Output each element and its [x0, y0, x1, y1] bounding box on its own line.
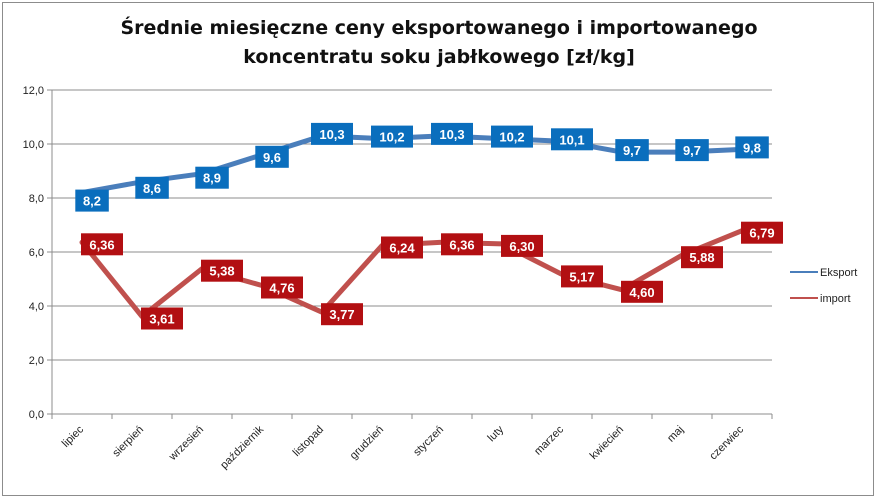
x-tick-label: grudzień [348, 424, 386, 462]
import-data-label: 6,30 [509, 239, 534, 254]
export-data-label-box [675, 139, 709, 162]
export-data-label-box [311, 122, 353, 145]
chart-title: Średnie miesięczne ceny eksportowanego i… [0, 14, 878, 72]
x-tick-label: sierpień [110, 424, 146, 460]
export-data-label: 8,2 [83, 194, 101, 209]
y-tick-label: 6,0 [29, 247, 44, 259]
y-tick-label: 8,0 [29, 193, 44, 205]
x-tick-label: październik [218, 423, 266, 471]
export-data-label: 10,2 [499, 130, 524, 145]
import-data-label: 6,79 [749, 226, 774, 241]
import-data-label: 4,60 [629, 285, 654, 300]
import-data-label-box [201, 259, 243, 282]
x-tick-label: lipiec [60, 423, 87, 450]
export-data-label-box [371, 125, 413, 148]
export-data-label: 8,6 [143, 181, 161, 196]
export-data-label-box [195, 166, 229, 189]
export-data-label: 10,3 [439, 127, 464, 142]
import-data-label-box [501, 234, 543, 257]
export-data-label: 9,8 [743, 140, 761, 155]
export-data-label-box [255, 145, 289, 168]
x-tick-label: czerwiec [707, 423, 746, 462]
chart-title-line1: Średnie miesięczne ceny eksportowanego i… [120, 17, 758, 39]
import-data-label: 5,88 [689, 250, 714, 265]
import-data-label: 6,36 [449, 237, 474, 252]
import-data-label: 6,24 [389, 241, 415, 256]
export-data-label: 9,7 [683, 143, 701, 158]
legend-import-label: import [820, 293, 851, 305]
export-data-label: 9,7 [623, 143, 641, 158]
x-tick-label: maj [665, 424, 686, 445]
import-data-label-box [261, 276, 303, 299]
export-data-label-box [735, 136, 769, 159]
x-tick-label: wrzesień [166, 424, 206, 464]
x-tick-label: marzec [532, 423, 566, 457]
import-data-label-box [81, 233, 123, 256]
import-data-label-box [561, 265, 603, 288]
export-data-label-box [615, 139, 649, 162]
export-data-label: 9,6 [263, 150, 281, 165]
import-data-label: 5,38 [209, 264, 234, 279]
import-data-label: 5,17 [569, 269, 594, 284]
import-data-label-box [621, 280, 663, 303]
import-data-label: 4,76 [269, 281, 294, 296]
export-data-label-box [551, 128, 593, 151]
export-data-label-box [75, 189, 109, 212]
x-tick-label: styczeń [411, 424, 446, 459]
export-data-label: 10,3 [319, 127, 344, 142]
y-tick-label: 10,0 [23, 139, 44, 151]
x-tick-label: kwiecień [588, 424, 626, 462]
export-data-label-box [491, 125, 533, 148]
y-tick-label: 0,0 [29, 409, 44, 421]
y-tick-label: 12,0 [23, 85, 44, 97]
import-data-label-box [381, 236, 423, 259]
import-data-label-box [741, 221, 783, 244]
x-tick-label: luty [486, 423, 507, 444]
export-data-label: 10,2 [379, 130, 404, 145]
import-data-label-box [681, 246, 723, 269]
legend-export-label: Eksport [820, 267, 857, 279]
export-data-label: 10,1 [559, 132, 584, 147]
chart-title-line2: koncentratu soku jabłkowego [zł/kg] [243, 46, 635, 68]
export-data-label: 8,9 [203, 171, 221, 186]
import-data-label-box [441, 233, 483, 256]
export-data-label-box [135, 176, 169, 199]
export-data-label-box [431, 122, 473, 145]
import-data-label: 3,61 [149, 312, 174, 327]
x-tick-label: listopad [291, 424, 326, 459]
y-tick-label: 4,0 [29, 301, 44, 313]
import-data-label-box [141, 307, 183, 330]
import-data-label: 3,77 [329, 307, 354, 322]
import-data-label-box [321, 303, 363, 326]
import-data-label: 6,36 [89, 237, 114, 252]
y-tick-label: 2,0 [29, 355, 44, 367]
